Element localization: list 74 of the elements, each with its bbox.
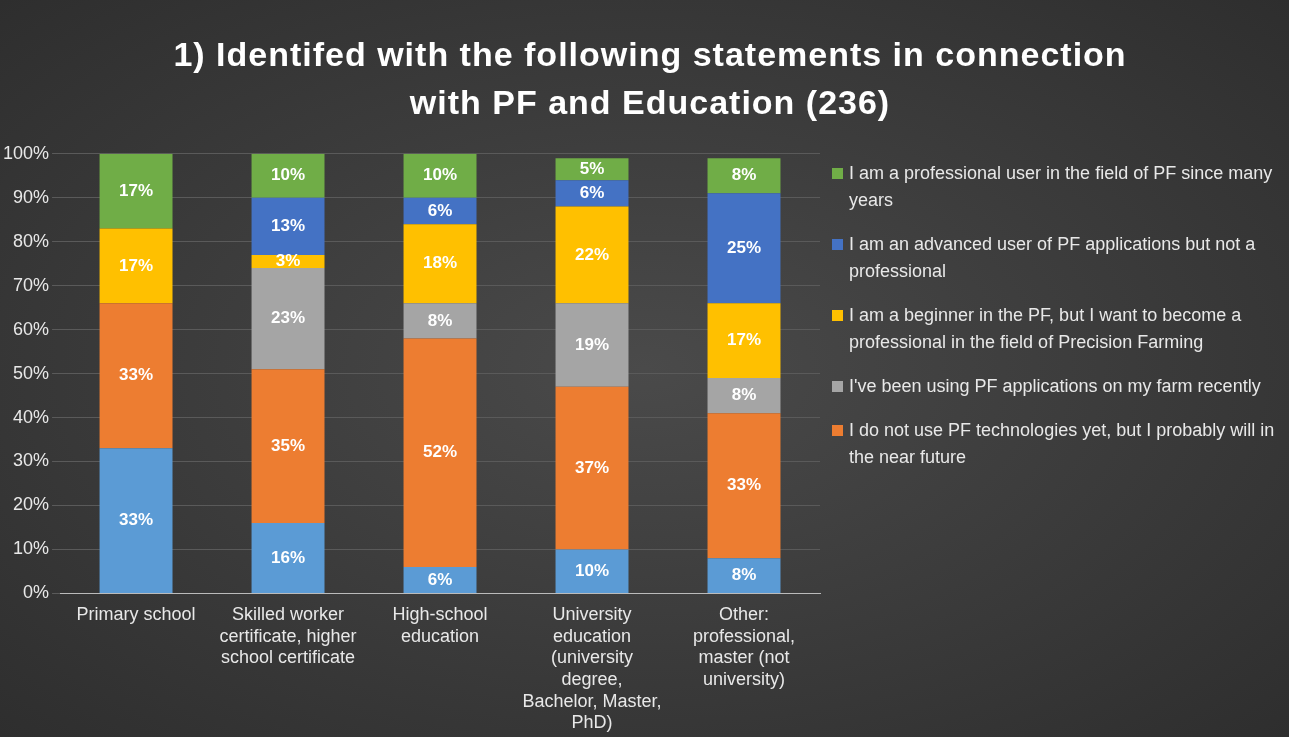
data-label: 6% [427, 569, 453, 589]
data-label: 8% [427, 310, 453, 330]
y-tick-label: 60% [13, 318, 50, 339]
legend-label: I do not use PF technologies yet, but I probably will in the near future [849, 419, 1276, 469]
data-label: 17% [119, 180, 154, 200]
data-label: 17% [119, 255, 154, 275]
data-label: 3% [275, 251, 301, 271]
bar [251, 369, 325, 524]
data-label: 25% [726, 238, 762, 257]
bar [707, 413, 781, 559]
data-label: 13% [271, 216, 306, 236]
y-tick-label: 100% [2, 142, 50, 163]
bar [403, 338, 477, 568]
data-label: 23% [271, 308, 306, 328]
chart-title: 1) Identifed with the following statements in connection with PF and Education (236) [172, 34, 1128, 123]
data-label: 52% [423, 442, 458, 462]
bar [707, 558, 781, 593]
data-label: 37% [575, 457, 610, 477]
data-label: 8% [731, 565, 757, 585]
data-label: 22% [575, 244, 610, 264]
bar [555, 206, 629, 304]
bar [555, 549, 629, 593]
y-tick-label: 70% [13, 274, 50, 295]
y-tick-label: 50% [13, 362, 50, 383]
bar [251, 153, 325, 198]
legend-label: I am a beginner in the PF, but I want to become a professional in the field of Precision Farming [849, 304, 1243, 354]
bar [99, 153, 173, 229]
data-label: 17% [726, 330, 762, 350]
bar [707, 303, 781, 378]
bar [251, 197, 325, 255]
y-tick-label: 20% [13, 494, 50, 515]
data-label: 5% [579, 158, 605, 178]
x-tick-label: High-school education [392, 604, 488, 646]
data-label: 8% [731, 385, 757, 405]
bar [403, 303, 477, 339]
y-tick-label: 90% [13, 186, 50, 207]
bar [707, 158, 781, 194]
y-tick-label: 40% [13, 406, 50, 427]
bar [707, 193, 781, 304]
x-tick-label: Other: professional, master (not university) [692, 604, 796, 689]
y-tick-label: 30% [13, 450, 50, 471]
bar [403, 153, 477, 198]
data-label: 10% [575, 560, 610, 580]
y-tick-label: 80% [13, 230, 50, 251]
data-label: 10% [271, 165, 306, 185]
x-tick-label: Skilled worker certificate, higher school certificate [219, 604, 357, 668]
data-label: 35% [271, 435, 306, 455]
bar [251, 268, 325, 370]
bar [707, 378, 781, 414]
x-tick-label: Primary school [76, 604, 196, 625]
bar [555, 386, 629, 550]
legend-label: I've been using PF applications on my farm recently [849, 375, 1261, 398]
bar [555, 303, 629, 387]
y-tick-label: 0% [23, 582, 50, 603]
data-label: 16% [271, 547, 306, 567]
data-label: 8% [731, 165, 757, 185]
y-tick-label: 10% [13, 538, 50, 559]
bar [403, 224, 477, 304]
data-label: 10% [423, 165, 458, 185]
data-label: 19% [575, 334, 610, 354]
bar [251, 523, 325, 593]
data-label: 33% [119, 365, 154, 385]
legend-label: I am a professional user in the field of PF since many years [849, 162, 1274, 212]
bar [99, 448, 173, 593]
data-label: 33% [726, 475, 762, 495]
data-label: 18% [423, 253, 458, 273]
bar [99, 303, 173, 449]
legend-label: I am an advanced user of PF applications but not a professional [849, 233, 1257, 283]
bar [99, 228, 173, 304]
data-label: 33% [119, 510, 154, 530]
data-label: 6% [579, 183, 605, 203]
bar [555, 180, 629, 207]
data-label: 6% [427, 200, 453, 220]
x-tick-label: University education (university degree, Bachelor, Master, PhD) [522, 604, 662, 733]
